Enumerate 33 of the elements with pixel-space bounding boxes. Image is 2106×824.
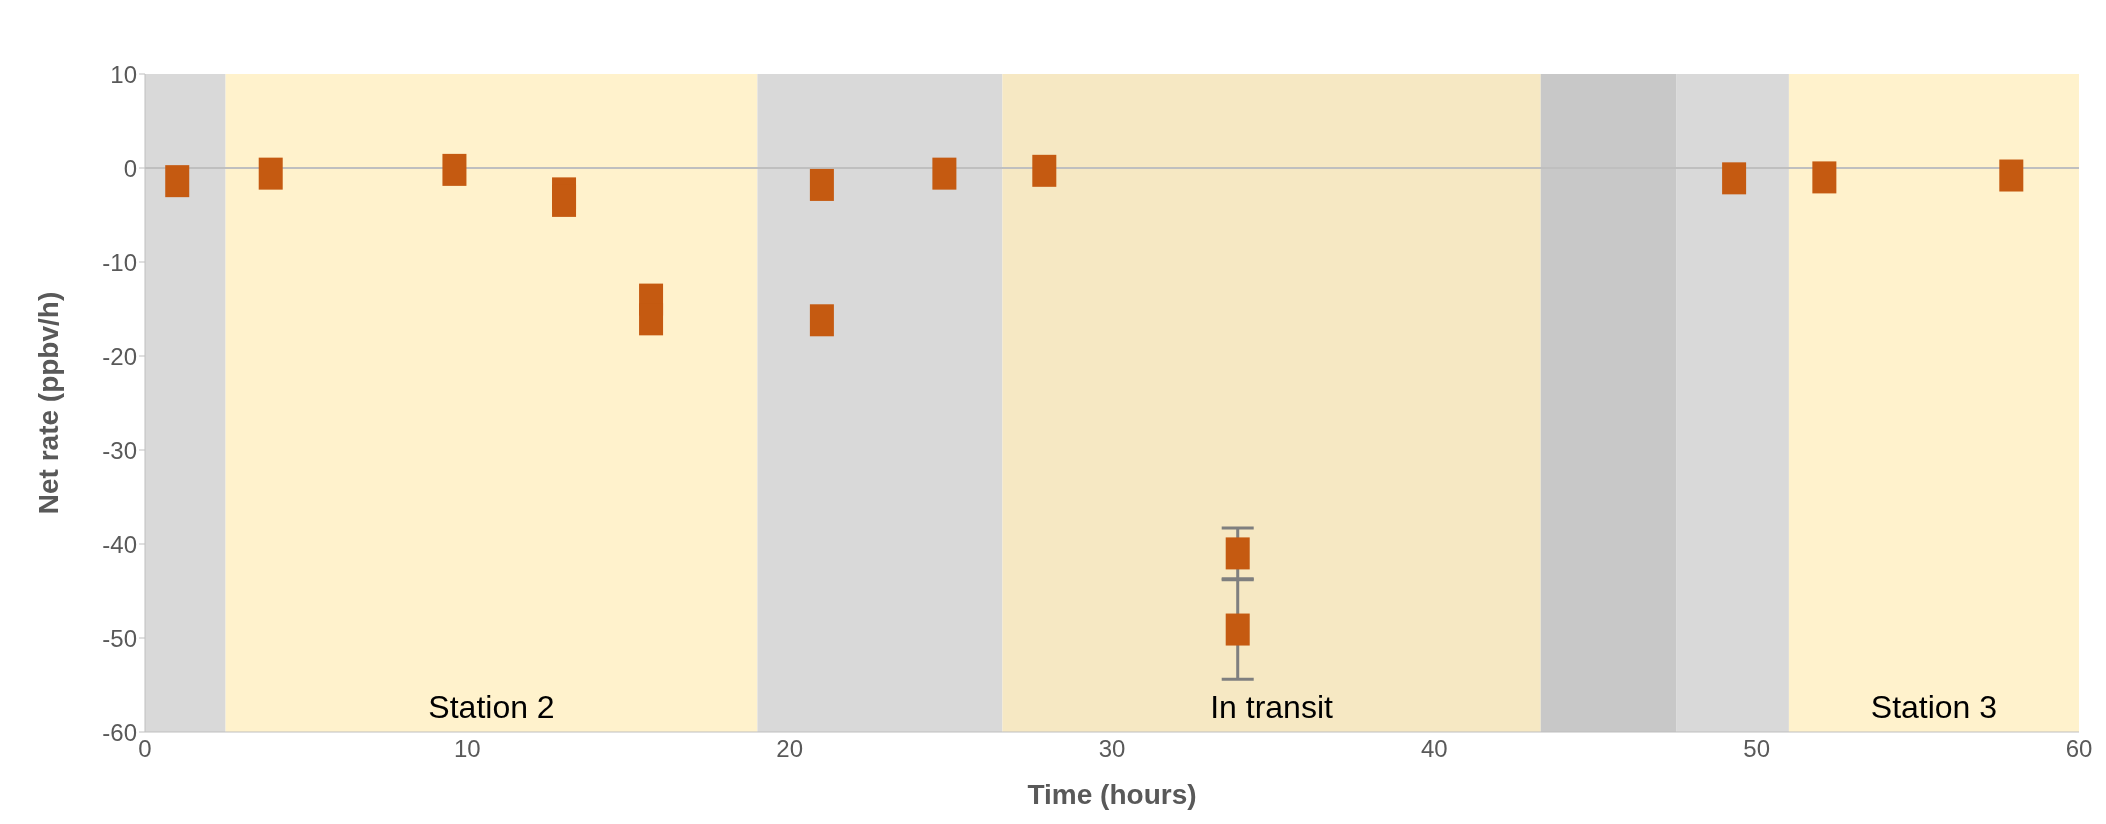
band-label: Station 2 bbox=[428, 689, 555, 725]
point bbox=[442, 153, 467, 186]
point bbox=[809, 304, 834, 337]
point bbox=[165, 165, 190, 198]
y-axis-title: Net rate (ppbv/h) bbox=[32, 291, 64, 515]
x-tick-label: 50 bbox=[1743, 735, 1771, 763]
point bbox=[1812, 161, 1837, 194]
x-tick-label: 30 bbox=[1098, 735, 1126, 763]
y-tick-label: 10 bbox=[110, 60, 137, 88]
point bbox=[1225, 537, 1250, 570]
y-tick-label: -60 bbox=[102, 718, 137, 746]
point bbox=[552, 184, 577, 217]
x-tick-label: 40 bbox=[1420, 735, 1448, 763]
point bbox=[639, 303, 664, 336]
x-tick-label: 60 bbox=[2065, 735, 2093, 763]
point bbox=[932, 157, 957, 190]
band-label: In transit bbox=[1210, 689, 1334, 725]
y-tick-label: -30 bbox=[102, 436, 137, 464]
y-tick-label: -10 bbox=[102, 248, 137, 276]
point bbox=[1225, 613, 1250, 646]
y-tick-label: -20 bbox=[102, 342, 137, 370]
y-tick-label: 0 bbox=[123, 154, 137, 182]
x-axis-title: Time (hours) bbox=[1027, 779, 1197, 810]
x-tick-label: 20 bbox=[776, 735, 804, 763]
point bbox=[1032, 154, 1057, 187]
point bbox=[258, 157, 283, 190]
x-tick-label: 10 bbox=[453, 735, 481, 763]
point bbox=[1722, 162, 1747, 195]
band-label: Station 3 bbox=[1870, 689, 1998, 725]
point bbox=[1999, 159, 2024, 192]
point bbox=[809, 168, 834, 201]
y-tick-label: -50 bbox=[102, 624, 137, 652]
y-tick-label: -40 bbox=[102, 530, 137, 558]
